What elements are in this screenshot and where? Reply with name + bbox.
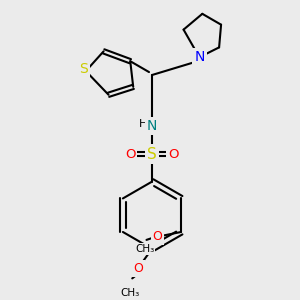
Text: O: O	[152, 230, 162, 243]
Text: CH₃: CH₃	[135, 244, 154, 254]
Text: CH₃: CH₃	[121, 288, 140, 298]
Text: O: O	[168, 148, 179, 160]
Text: S: S	[80, 62, 88, 76]
Text: O: O	[125, 148, 136, 160]
Text: H: H	[139, 119, 147, 129]
Text: N: N	[194, 50, 205, 64]
Text: N: N	[147, 119, 157, 134]
Text: S: S	[147, 146, 157, 161]
Text: O: O	[133, 262, 143, 275]
